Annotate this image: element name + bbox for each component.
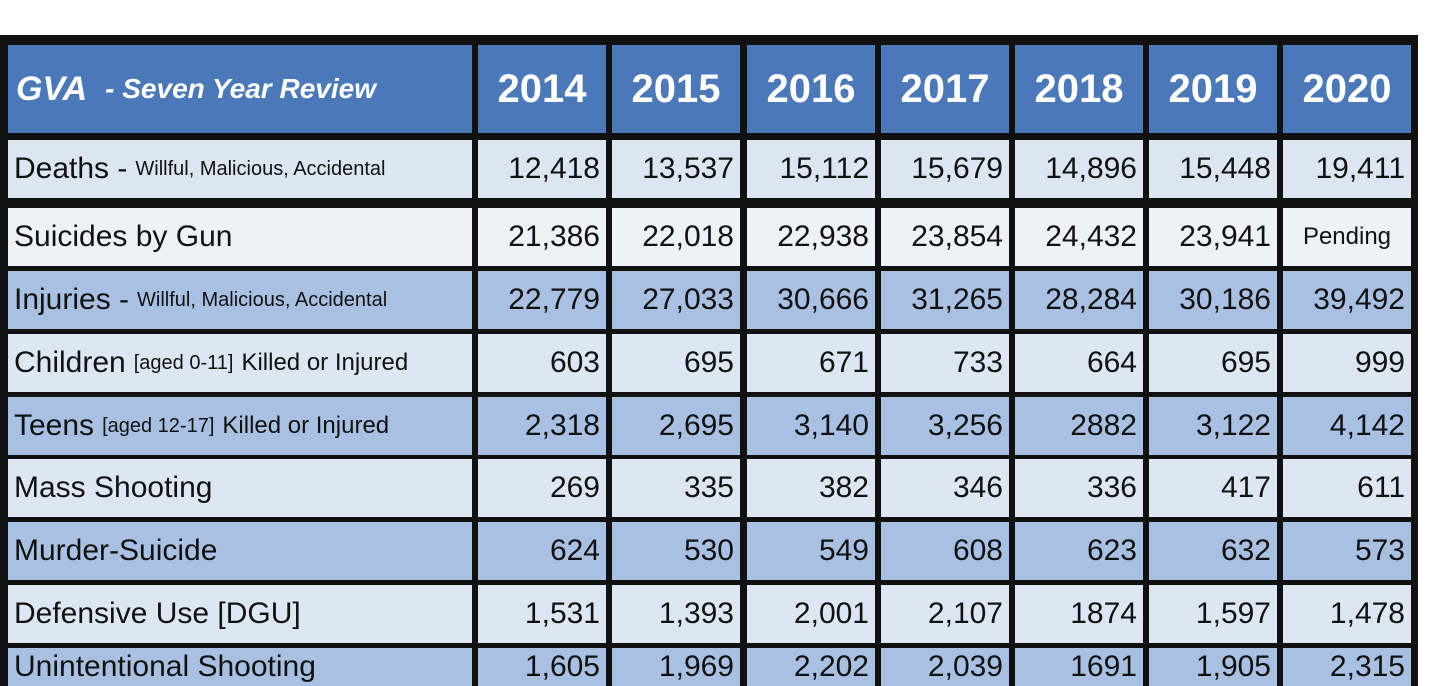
- value-cell: 22,779: [478, 271, 606, 329]
- value-cell: 24,432: [1015, 208, 1143, 266]
- value-cell: 2,001: [747, 585, 875, 643]
- value-cell: 30,186: [1149, 271, 1277, 329]
- label-part: Deaths -: [14, 152, 128, 185]
- row-label: Mass Shooting: [8, 459, 472, 517]
- value-cell: 999: [1283, 334, 1411, 392]
- value-cell: 632: [1149, 522, 1277, 580]
- year-header: 2020: [1283, 45, 1411, 133]
- value-cell: 549: [747, 522, 875, 580]
- value-cell: 21,386: [478, 208, 606, 266]
- label-part: Defensive Use [DGU]: [14, 597, 301, 630]
- year-header: 2017: [881, 45, 1009, 133]
- value-cell: 573: [1283, 522, 1411, 580]
- value-cell: 3,122: [1149, 397, 1277, 455]
- value-cell: 2,695: [612, 397, 740, 455]
- row-label: Murder-Suicide: [8, 522, 472, 580]
- value-cell: 382: [747, 459, 875, 517]
- label-part: Willful, Malicious, Accidental: [135, 157, 386, 180]
- label-part: Willful, Malicious, Accidental: [137, 288, 388, 311]
- value-cell: 269: [478, 459, 606, 517]
- label-part: Teens: [14, 409, 95, 442]
- value-cell: 2,202: [747, 648, 875, 686]
- value-cell: 671: [747, 334, 875, 392]
- value-cell: 530: [612, 522, 740, 580]
- title-text: GVA: [16, 69, 88, 108]
- value-cell: 1,605: [478, 648, 606, 686]
- row-label: Defensive Use [DGU]: [8, 585, 472, 643]
- label-part: Suicides by Gun: [14, 220, 233, 253]
- value-cell: 3,140: [747, 397, 875, 455]
- label-part: Injuries -: [14, 283, 130, 316]
- value-cell: 15,448: [1149, 140, 1277, 198]
- value-cell: 2882: [1015, 397, 1143, 455]
- value-cell: 15,112: [747, 140, 875, 198]
- value-cell: 1691: [1015, 648, 1143, 686]
- value-cell: 22,938: [747, 208, 875, 266]
- value-cell: 1,905: [1149, 648, 1277, 686]
- value-cell: 346: [881, 459, 1009, 517]
- value-cell: 664: [1015, 334, 1143, 392]
- value-cell: 608: [881, 522, 1009, 580]
- label-part: [aged 0-11]: [133, 351, 234, 374]
- value-cell: 2,315: [1283, 648, 1411, 686]
- value-cell: 1,478: [1283, 585, 1411, 643]
- value-cell: 733: [881, 334, 1009, 392]
- title-cell: GVA - Seven Year Review: [8, 45, 472, 133]
- row-label: Injuries - Willful, Malicious, Accidental: [8, 271, 472, 329]
- value-cell: 695: [612, 334, 740, 392]
- value-cell: 1874: [1015, 585, 1143, 643]
- row-label: Teens [aged 12-17] Killed or Injured: [8, 397, 472, 455]
- label-part: Killed or Injured: [222, 412, 390, 439]
- value-cell: 31,265: [881, 271, 1009, 329]
- value-cell: 335: [612, 459, 740, 517]
- value-cell: 2,318: [478, 397, 606, 455]
- value-cell: 27,033: [612, 271, 740, 329]
- value-cell: 1,597: [1149, 585, 1277, 643]
- value-cell: 13,537: [612, 140, 740, 198]
- label-part: Unintentional Shooting: [14, 650, 316, 683]
- value-cell: 1,969: [612, 648, 740, 686]
- value-cell: 30,666: [747, 271, 875, 329]
- value-cell: 23,941: [1149, 208, 1277, 266]
- value-cell: 14,896: [1015, 140, 1143, 198]
- year-header: 2015: [612, 45, 740, 133]
- label-part: Killed or Injured: [241, 349, 409, 376]
- value-cell: 12,418: [478, 140, 606, 198]
- value-cell: 2,107: [881, 585, 1009, 643]
- value-cell: 15,679: [881, 140, 1009, 198]
- value-cell: 611: [1283, 459, 1411, 517]
- value-cell: 22,018: [612, 208, 740, 266]
- row-label: Children [aged 0-11] Killed or Injured: [8, 334, 472, 392]
- label-part: [aged 12-17]: [102, 414, 215, 437]
- value-cell: 1,393: [612, 585, 740, 643]
- year-header: 2014: [478, 45, 606, 133]
- value-cell: 623: [1015, 522, 1143, 580]
- year-header: 2016: [747, 45, 875, 133]
- value-cell: 39,492: [1283, 271, 1411, 329]
- value-cell: Pending: [1283, 208, 1411, 266]
- value-cell: 4,142: [1283, 397, 1411, 455]
- value-cell: 19,411: [1283, 140, 1411, 198]
- value-cell: 603: [478, 334, 606, 392]
- row-label: Suicides by Gun: [8, 208, 472, 266]
- row-label: Deaths - Willful, Malicious, Accidental: [8, 140, 472, 198]
- row-label: Unintentional Shooting: [8, 648, 472, 686]
- value-cell: 2,039: [881, 648, 1009, 686]
- label-part: Children: [14, 346, 126, 379]
- label-part: Mass Shooting: [14, 471, 213, 504]
- value-cell: 23,854: [881, 208, 1009, 266]
- value-cell: 417: [1149, 459, 1277, 517]
- title-text: - Seven Year Review: [105, 73, 376, 104]
- value-cell: 336: [1015, 459, 1143, 517]
- label-part: Murder-Suicide: [14, 534, 218, 567]
- value-cell: 695: [1149, 334, 1277, 392]
- value-cell: 624: [478, 522, 606, 580]
- year-header: 2018: [1015, 45, 1143, 133]
- value-cell: 1,531: [478, 585, 606, 643]
- value-cell: 3,256: [881, 397, 1009, 455]
- value-cell: 28,284: [1015, 271, 1143, 329]
- year-header: 2019: [1149, 45, 1277, 133]
